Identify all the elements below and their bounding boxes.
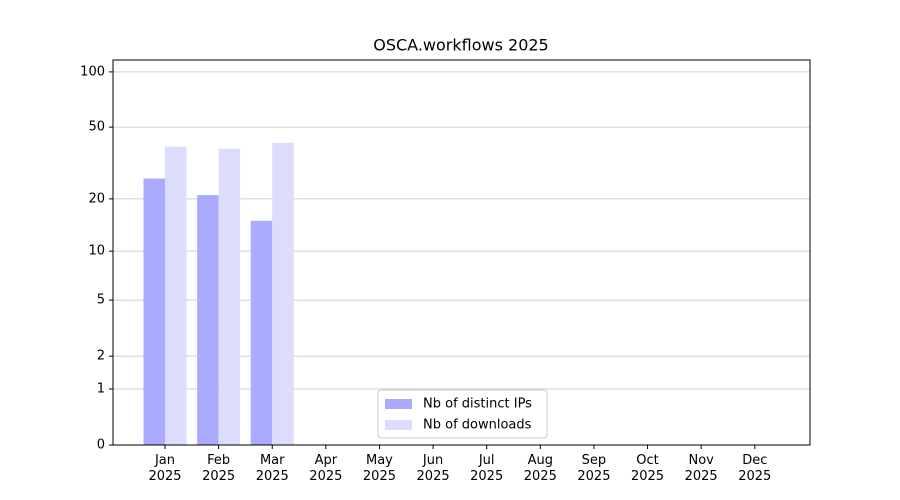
legend-label: Nb of distinct IPs (423, 397, 532, 412)
x-tick-label: May 2025 (362, 453, 396, 484)
y-tick-label: 2 (97, 349, 105, 364)
bar (218, 148, 241, 445)
legend-swatch (385, 399, 412, 409)
x-tick-label: Mar 2025 (255, 453, 289, 484)
bar (143, 178, 166, 446)
x-tick-label: Jul 2025 (470, 453, 504, 484)
x-tick-label: Jan 2025 (148, 453, 182, 484)
x-tick-label: Apr 2025 (309, 453, 343, 484)
x-tick-label: Sep 2025 (577, 453, 611, 484)
x-tick-label: Dec 2025 (738, 453, 772, 484)
chart-title: OSCA.workflows 2025 (373, 36, 548, 55)
x-tick-label: Oct 2025 (630, 453, 665, 484)
y-tick-label: 20 (88, 191, 105, 206)
legend-swatch (385, 420, 412, 430)
x-tick-label: Nov 2025 (684, 453, 718, 484)
bar (250, 220, 273, 445)
legend-label: Nb of downloads (423, 418, 532, 433)
y-tick-label: 50 (88, 120, 105, 135)
legend-box (377, 389, 548, 439)
bar (272, 142, 294, 446)
x-tick-label: Jun 2025 (416, 453, 450, 484)
bar (197, 195, 219, 445)
y-tick-label: 10 (88, 244, 105, 259)
y-tick-label: 100 (80, 64, 105, 79)
plot-frame (112, 59, 811, 446)
y-tick-label: 5 (97, 293, 105, 308)
bar (165, 146, 187, 446)
x-tick-label: Feb 2025 (202, 453, 236, 484)
x-tick-label: Aug 2025 (523, 453, 557, 484)
y-tick-label: 0 (97, 438, 105, 453)
y-tick-label: 1 (97, 381, 105, 396)
